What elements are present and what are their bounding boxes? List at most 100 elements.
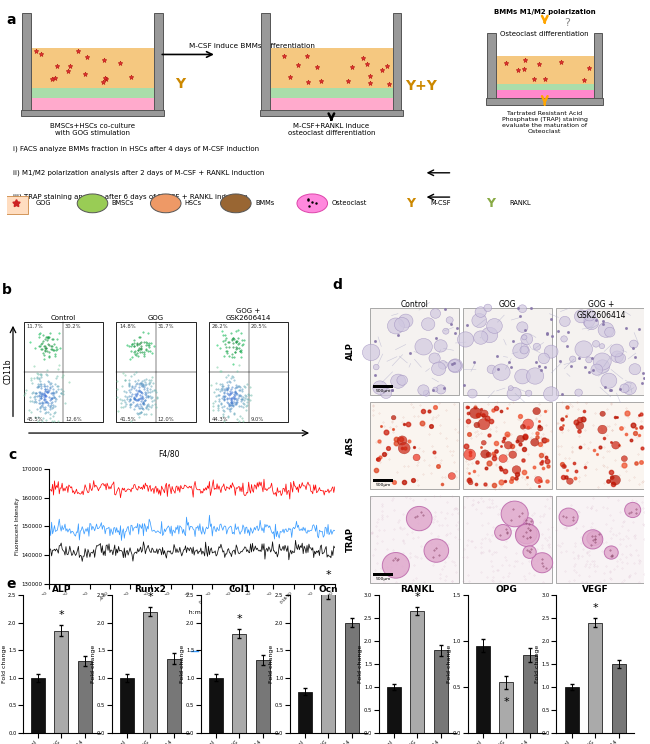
Text: iii) TRAP staining analysis after 6 days of M-CSF + RANKL induction: iii) TRAP staining analysis after 6 days… [13, 194, 248, 200]
Bar [31, 88, 154, 97]
Circle shape [220, 194, 251, 213]
Circle shape [543, 387, 559, 401]
Circle shape [482, 327, 498, 343]
Circle shape [625, 502, 641, 518]
Text: d: d [332, 278, 342, 292]
Circle shape [584, 310, 595, 321]
Circle shape [487, 318, 502, 333]
Circle shape [593, 353, 611, 370]
Circle shape [469, 408, 481, 419]
Bar [370, 307, 459, 395]
Circle shape [604, 546, 618, 559]
Circle shape [576, 422, 584, 429]
Circle shape [501, 501, 528, 527]
Text: 26.2%: 26.2% [212, 324, 229, 329]
Bar [144, 612, 157, 733]
Circle shape [610, 344, 623, 357]
Text: GOG: GOG [499, 301, 517, 310]
Circle shape [391, 415, 396, 420]
Text: b: b [1, 283, 12, 297]
Circle shape [446, 317, 453, 324]
Text: M-CSF: M-CSF [430, 200, 450, 206]
Bar [232, 634, 246, 733]
Bar [410, 612, 424, 733]
Text: BMSCs: BMSCs [112, 200, 134, 206]
Circle shape [415, 339, 432, 355]
Bar [594, 33, 602, 100]
Circle shape [520, 346, 528, 354]
Circle shape [509, 451, 517, 458]
Circle shape [610, 475, 621, 485]
Circle shape [481, 440, 486, 445]
Text: i) FACS analyze BMMs fraction in HSCs after 4 days of M-CSF induction: i) FACS analyze BMMs fraction in HSCs af… [13, 145, 259, 152]
Circle shape [615, 353, 626, 363]
Circle shape [448, 359, 461, 372]
Circle shape [562, 464, 566, 469]
Bar [488, 33, 496, 100]
Bar [22, 13, 31, 112]
Bar [556, 402, 645, 489]
Circle shape [526, 368, 544, 384]
Text: a: a [6, 13, 16, 28]
Circle shape [515, 524, 540, 547]
Text: BMMs: BMMs [255, 200, 274, 206]
Circle shape [395, 318, 410, 332]
Circle shape [486, 452, 491, 458]
Circle shape [513, 343, 529, 359]
Circle shape [480, 410, 488, 417]
Circle shape [620, 384, 629, 393]
Y-axis label: Fold change: Fold change [179, 645, 185, 683]
Circle shape [472, 313, 487, 327]
Bar [23, 321, 103, 422]
Text: Tartrated Resistant Acid
Phosphatse (TRAP) staining
evaluate the maturation of
O: Tartrated Resistant Acid Phosphatse (TRA… [502, 112, 588, 134]
Text: 500μm: 500μm [375, 483, 391, 487]
Text: GOG: GOG [35, 200, 51, 206]
Circle shape [474, 422, 480, 428]
Bar [321, 592, 335, 733]
Bar [167, 658, 181, 733]
Bar [270, 97, 393, 112]
Text: Control: Control [51, 315, 76, 321]
Text: BMMs M1/M2 polarization: BMMs M1/M2 polarization [494, 9, 595, 16]
Text: Osteoclast: Osteoclast [332, 200, 367, 206]
Circle shape [448, 359, 463, 373]
Bar [393, 13, 402, 112]
Text: GOG +
GSK2606414: GOG + GSK2606414 [576, 301, 626, 320]
Circle shape [372, 381, 387, 394]
Circle shape [468, 481, 473, 485]
Bar [270, 48, 393, 112]
Text: M-CSF induce BMMs differentiation: M-CSF induce BMMs differentiation [188, 42, 315, 48]
Circle shape [610, 475, 614, 480]
Text: 12.0%: 12.0% [157, 417, 174, 422]
Text: e: e [6, 577, 16, 591]
Bar [588, 623, 602, 733]
Text: *: * [592, 603, 598, 612]
Bar [298, 692, 312, 733]
Circle shape [454, 362, 462, 369]
Circle shape [430, 309, 441, 318]
Circle shape [559, 508, 578, 526]
Bar [476, 646, 490, 733]
Circle shape [532, 553, 552, 573]
Circle shape [598, 425, 607, 434]
Circle shape [544, 345, 558, 358]
Circle shape [534, 476, 542, 484]
Bar [434, 650, 448, 733]
Text: CD11b: CD11b [3, 359, 12, 384]
Circle shape [495, 525, 512, 540]
Circle shape [433, 387, 438, 392]
Circle shape [398, 314, 413, 327]
Circle shape [518, 305, 527, 312]
Circle shape [382, 553, 410, 578]
Circle shape [521, 424, 525, 429]
Circle shape [583, 317, 595, 327]
Circle shape [468, 389, 477, 398]
Bar [486, 98, 603, 105]
Circle shape [517, 435, 525, 443]
Text: *: * [237, 614, 242, 623]
Circle shape [584, 316, 599, 330]
Circle shape [438, 361, 447, 369]
Circle shape [464, 449, 476, 461]
Circle shape [530, 438, 539, 446]
Y-axis label: Fold change: Fold change [2, 645, 6, 683]
